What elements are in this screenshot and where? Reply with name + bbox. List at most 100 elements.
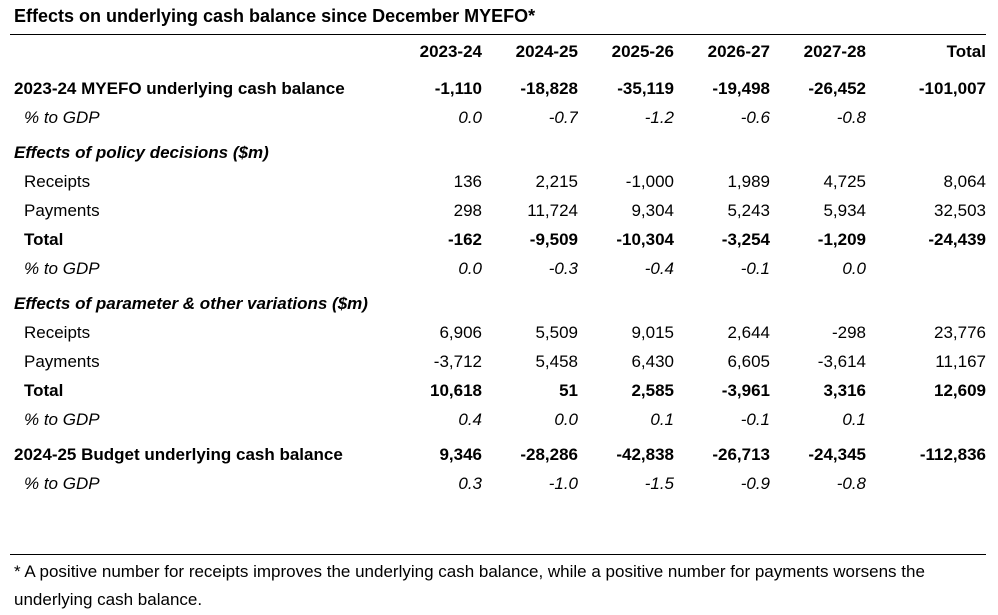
row-label: 2024-25 Budget underlying cash balance [14,445,343,464]
value-cell [866,103,986,132]
row-label: Receipts [24,323,91,342]
column-header: Total [946,42,986,61]
row-label: % to GDP [24,474,100,493]
value-cell [866,254,986,283]
policy-payments-row: Payments 298 11,724 9,304 5,243 5,934 32,503 [10,196,986,225]
value-cell: 136 [453,172,482,191]
value-cell: 11,167 [935,352,986,371]
value-cell: 298 [453,201,482,220]
parameter-total-row: Total 10,618 51 2,585 -3,961 3,316 12,609 [10,376,986,405]
value-cell: 6,430 [631,352,674,371]
value-cell: -3,712 [433,352,482,371]
value-cell: -28,286 [520,445,578,464]
value-cell: 6,906 [439,323,482,342]
value-cell: -24,439 [928,230,986,249]
value-cell: -1.0 [548,474,578,493]
value-cell: 0.1 [842,410,866,429]
value-cell: -3,961 [721,381,770,400]
value-cell: -1,110 [434,79,482,98]
value-cell: 3,316 [823,381,866,400]
value-cell: 51 [559,381,578,400]
value-cell: -0.6 [740,108,770,127]
value-cell: -1.5 [644,474,674,493]
header-blank [10,36,390,68]
value-cell: -0.3 [548,259,578,278]
parameter-pct-row: % to GDP 0.4 0.0 0.1 -0.1 0.1 [10,405,986,434]
value-cell: -0.9 [740,474,770,493]
column-header: 2024-25 [515,42,578,61]
value-cell: -19,498 [712,79,770,98]
value-cell: 6,605 [727,352,770,371]
value-cell: -101,007 [918,79,986,98]
value-cell: -298 [831,323,866,342]
value-cell: 11,724 [527,201,578,220]
value-cell: 0.0 [458,108,482,127]
value-cell: 5,934 [823,201,866,220]
top-rule [10,34,986,35]
policy-receipts-row: Receipts 136 2,215 -1,000 1,989 4,725 8,064 [10,167,986,196]
column-header: 2026-27 [707,42,770,61]
value-cell: -26,713 [712,445,770,464]
value-cell: -10,304 [616,230,674,249]
value-cell: 2,585 [631,381,674,400]
footnote: * A positive number for receipts improve… [14,562,925,609]
row-label: Total [24,230,64,249]
value-cell: 0.1 [650,410,674,429]
value-cell: 12,609 [934,381,986,400]
parameter-receipts-row: Receipts 6,906 5,509 9,015 2,644 -298 23,776 [10,318,986,347]
row-label: Payments [24,352,100,371]
value-cell: 0.0 [842,259,866,278]
value-cell: 32,503 [934,201,986,220]
row-label: 2023-24 MYEFO underlying cash balance [14,79,345,98]
header-row: 2023-24 2024-25 2025-26 2026-27 2027-28 Total [10,36,986,68]
value-cell: -162 [447,230,482,249]
value-cell [866,469,986,498]
value-cell: 2,215 [535,172,578,191]
value-cell: 0.0 [554,410,578,429]
value-cell: 5,458 [535,352,578,371]
myefo-pct-row: % to GDP 0.0 -0.7 -1.2 -0.6 -0.8 [10,103,986,132]
budget-pct-row: % to GDP 0.3 -1.0 -1.5 -0.9 -0.8 [10,469,986,498]
value-cell: 9,015 [631,323,674,342]
budget-row: 2024-25 Budget underlying cash balance 9,… [10,440,986,469]
policy-pct-row: % to GDP 0.0 -0.3 -0.4 -0.1 0.0 [10,254,986,283]
document-page: Effects on underlying cash balance since… [10,0,986,615]
value-cell: 8,064 [943,172,986,191]
value-cell: 9,346 [439,445,482,464]
value-cell: -112,836 [919,445,986,464]
value-cell: 1,989 [727,172,770,191]
table-title: Effects on underlying cash balance since… [14,6,536,26]
value-cell: -1,209 [817,230,866,249]
parameter-heading: Effects of parameter & other variations … [10,289,986,318]
section-heading: Effects of policy decisions ($m) [14,143,269,162]
cash-balance-table: 2023-24 2024-25 2025-26 2026-27 2027-28 Total… [10,36,986,498]
value-cell: -26,452 [808,79,866,98]
value-cell: -35,119 [617,79,674,98]
value-cell: -0.7 [548,108,578,127]
value-cell: -18,828 [520,79,578,98]
value-cell: -0.1 [740,410,770,429]
value-cell: 10,618 [430,381,482,400]
row-label: % to GDP [24,410,100,429]
row-label: Receipts [24,172,91,191]
value-cell: -9,509 [529,230,578,249]
value-cell: -0.8 [836,108,866,127]
value-cell: -1,000 [625,172,674,191]
row-label: % to GDP [24,259,100,278]
value-cell: 9,304 [631,201,674,220]
value-cell: -1.2 [644,108,674,127]
value-cell: 0.4 [458,410,482,429]
value-cell: -0.4 [644,259,674,278]
row-label: % to GDP [24,108,100,127]
value-cell: 0.0 [458,259,482,278]
value-cell: 5,509 [535,323,578,342]
value-cell: 0.3 [458,474,482,493]
bottom-rule [10,554,986,555]
policy-total-row: Total -162 -9,509 -10,304 -3,254 -1,209 -24,43… [10,225,986,254]
value-cell: 2,644 [727,323,770,342]
policy-heading: Effects of policy decisions ($m) [10,138,986,167]
row-label: Payments [24,201,100,220]
column-header: 2025-26 [611,42,674,61]
value-cell: -3,254 [721,230,770,249]
section-heading: Effects of parameter & other variations … [14,294,368,313]
